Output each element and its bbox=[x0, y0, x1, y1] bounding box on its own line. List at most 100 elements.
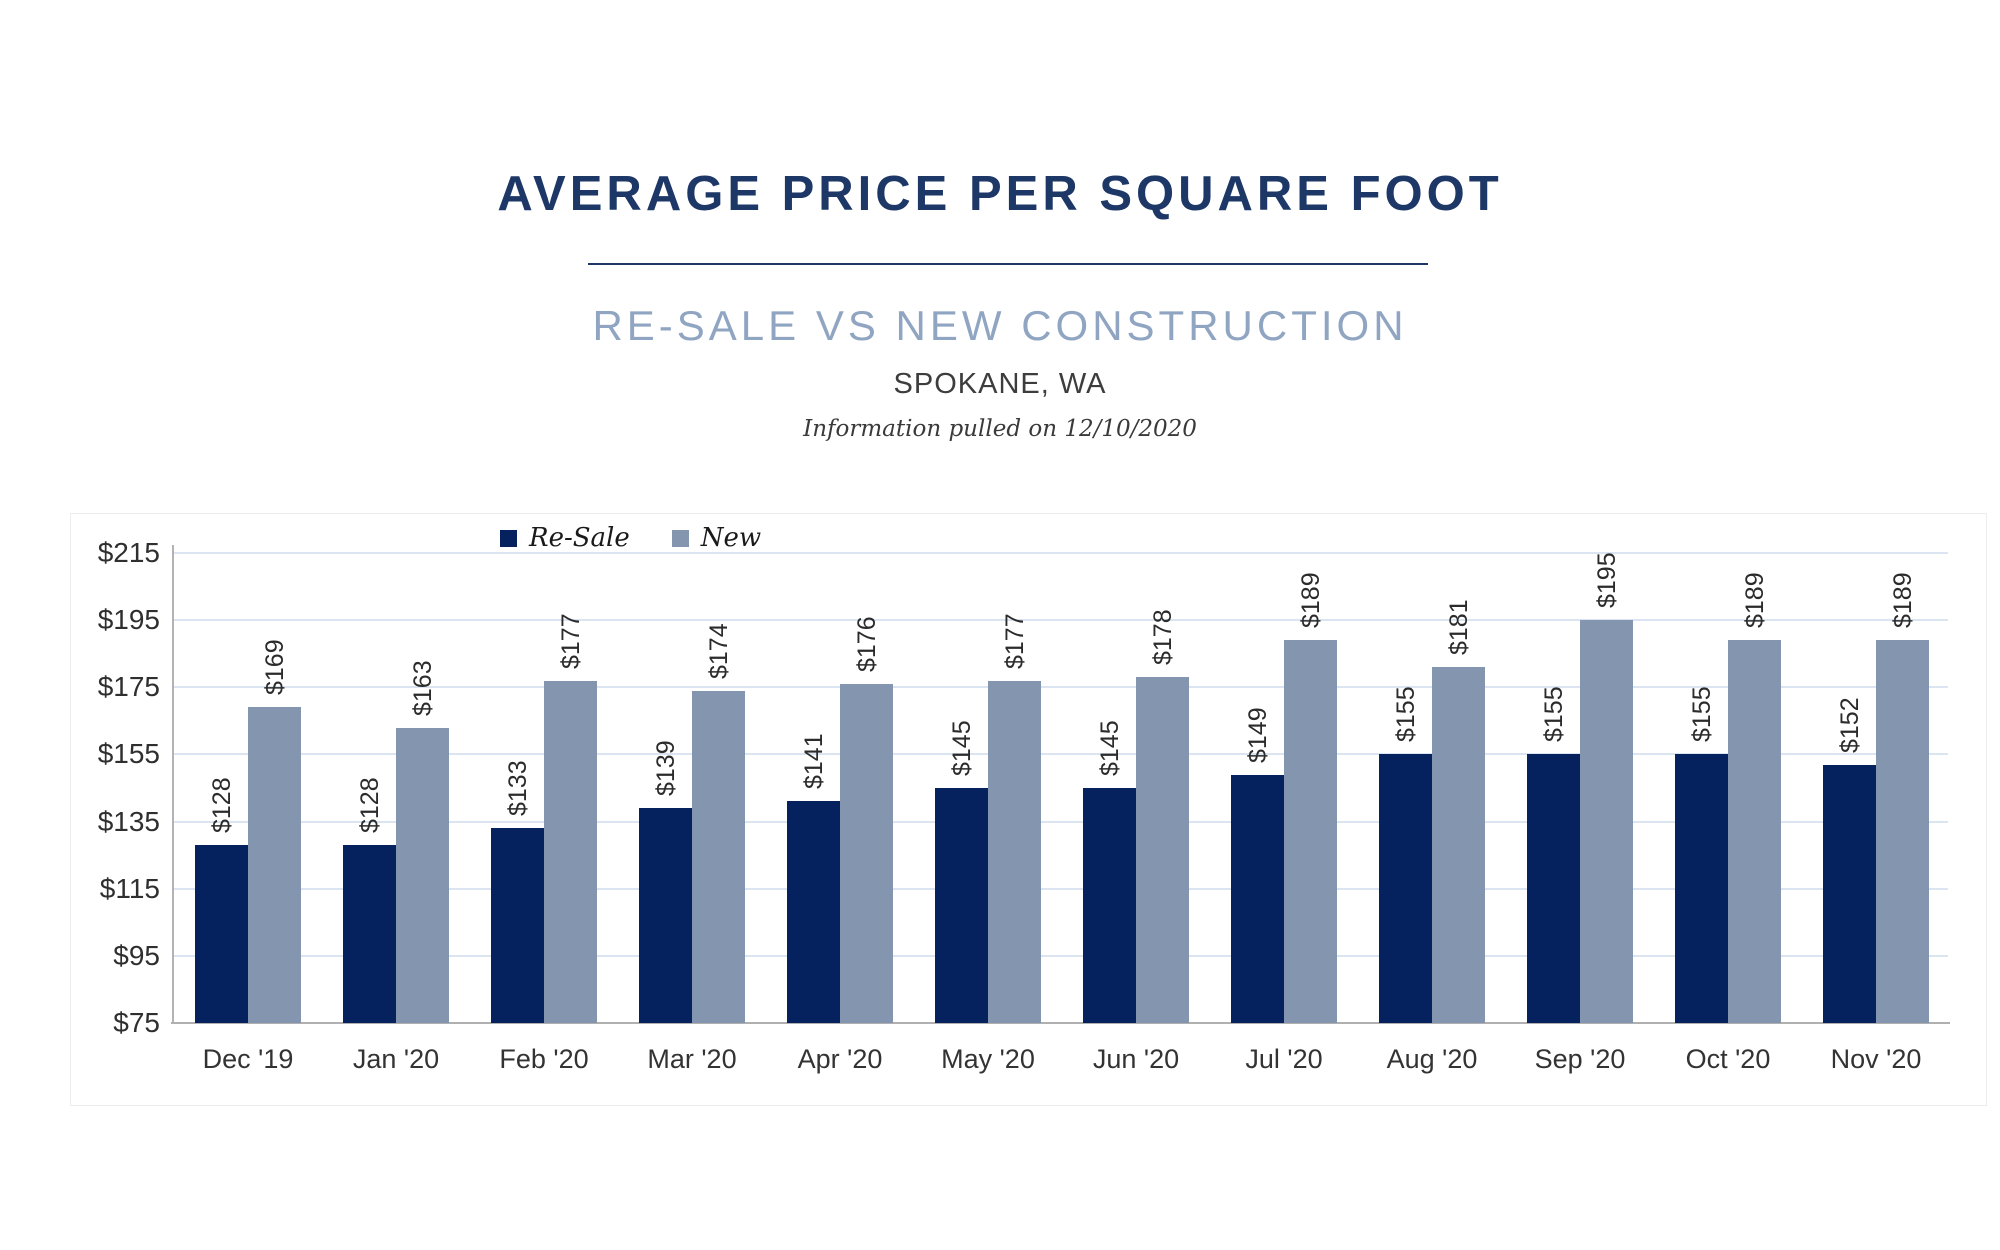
bar-value-text: $145 bbox=[1095, 720, 1124, 776]
chart-legend: Re-Sale New bbox=[500, 524, 761, 552]
bar-value-text: $128 bbox=[207, 777, 236, 834]
bar-value-label: $189 bbox=[1740, 573, 1770, 629]
legend-item-new: New bbox=[671, 523, 762, 553]
bar-value-text: $195 bbox=[1592, 552, 1621, 609]
bar-re-sale bbox=[1379, 754, 1432, 1023]
bar-re-sale bbox=[1527, 754, 1580, 1023]
bar-value-text: $141 bbox=[799, 733, 828, 790]
bar-value-text: $189 bbox=[1740, 572, 1769, 629]
y-axis-tick-label: $115 bbox=[99, 872, 160, 904]
bar-value-label: $177 bbox=[1000, 613, 1030, 669]
bar-value-text: $152 bbox=[1835, 696, 1864, 753]
legend-label: Re-Sale bbox=[529, 523, 630, 553]
bar-value-label: $169 bbox=[260, 640, 290, 696]
bar-new bbox=[1284, 640, 1337, 1023]
bar-value-label: $178 bbox=[1148, 610, 1178, 666]
x-axis-category-label: Dec '19 bbox=[202, 1044, 294, 1074]
x-axis-category-label: Jun '20 bbox=[1092, 1044, 1180, 1074]
bar-value-label: $155 bbox=[1687, 687, 1717, 743]
bar-re-sale bbox=[639, 808, 692, 1023]
bar-value-text: $155 bbox=[1539, 686, 1568, 743]
bar-value-text: $149 bbox=[1243, 706, 1272, 763]
y-axis-line bbox=[172, 545, 174, 1023]
bar-re-sale bbox=[491, 828, 544, 1023]
title-divider bbox=[588, 263, 1428, 265]
x-axis-line bbox=[171, 1022, 1950, 1024]
bar-value-label: $195 bbox=[1592, 553, 1622, 609]
grid-line bbox=[173, 552, 1948, 554]
bar-value-text: $189 bbox=[1296, 572, 1325, 629]
bar-value-label: $128 bbox=[207, 777, 237, 833]
bar-re-sale bbox=[343, 845, 396, 1023]
bar-value-label: $181 bbox=[1444, 600, 1474, 656]
bar-re-sale bbox=[195, 845, 248, 1023]
page-subtitle: RE-SALE VS NEW CONSTRUCTION bbox=[592, 302, 1408, 349]
bar-new bbox=[396, 727, 449, 1023]
bar-value-text: $177 bbox=[556, 612, 585, 669]
bar-new bbox=[1432, 667, 1485, 1023]
bar-new bbox=[988, 680, 1041, 1023]
bar-new bbox=[1728, 640, 1781, 1023]
bar-re-sale bbox=[1231, 774, 1284, 1023]
bar-value-label: $177 bbox=[556, 613, 586, 669]
legend-swatch-icon bbox=[671, 529, 689, 547]
y-axis-tick-label: $155 bbox=[97, 738, 160, 770]
x-axis-category-label: Jan '20 bbox=[352, 1044, 440, 1074]
grid-line bbox=[173, 686, 1948, 689]
bar-re-sale bbox=[1675, 754, 1728, 1023]
bar-value-label: $139 bbox=[651, 741, 681, 797]
bar-value-text: $133 bbox=[503, 760, 532, 817]
bar-value-label: $141 bbox=[799, 734, 829, 790]
y-axis-tick-label: $215 bbox=[97, 537, 160, 568]
bar-value-text: $169 bbox=[260, 639, 289, 696]
bar-new bbox=[840, 683, 893, 1023]
bar-re-sale bbox=[787, 801, 840, 1023]
page-title: AVERAGE PRICE PER SQUARE FOOT bbox=[497, 167, 1503, 221]
bar-value-label: $155 bbox=[1539, 687, 1569, 743]
bar-value-text: $128 bbox=[355, 777, 384, 834]
bar-value-text: $174 bbox=[704, 623, 733, 679]
x-axis-category-label: Mar '20 bbox=[647, 1044, 737, 1074]
bar-value-text: $189 bbox=[1888, 572, 1917, 629]
bar-value-text: $163 bbox=[408, 659, 437, 716]
bar-value-text: $155 bbox=[1687, 686, 1716, 743]
bar-new bbox=[1876, 640, 1929, 1023]
bar-value-label: $149 bbox=[1243, 707, 1273, 763]
legend-swatch-icon bbox=[500, 529, 517, 547]
bar-value-label: $176 bbox=[852, 616, 882, 672]
y-axis-tick-label: $175 bbox=[97, 671, 160, 703]
legend-item-re-sale: Re-Sale bbox=[500, 524, 630, 552]
x-axis-category-label: Oct '20 bbox=[1685, 1044, 1771, 1074]
bar-value-text: $181 bbox=[1444, 599, 1473, 656]
bar-re-sale bbox=[935, 788, 988, 1023]
grid-line bbox=[173, 753, 1948, 756]
bar-value-text: $155 bbox=[1391, 686, 1420, 743]
bar-re-sale bbox=[1083, 788, 1136, 1023]
bar-value-text: $178 bbox=[1148, 609, 1177, 666]
bar-new bbox=[544, 680, 597, 1023]
location-label: SPOKANE, WA bbox=[893, 368, 1107, 400]
y-axis-tick-label: $135 bbox=[97, 805, 160, 837]
bar-value-label: $128 bbox=[355, 777, 385, 833]
x-axis-category-label: May '20 bbox=[941, 1044, 1035, 1074]
bar-value-label: $145 bbox=[947, 720, 977, 776]
y-axis-tick-label: $75 bbox=[113, 1007, 160, 1038]
y-axis-tick-label: $95 bbox=[113, 939, 160, 971]
bar-value-label: $189 bbox=[1888, 573, 1918, 629]
bar-value-label: $152 bbox=[1835, 697, 1865, 753]
bar-new bbox=[1580, 620, 1633, 1023]
grid-line bbox=[173, 887, 1948, 890]
x-axis-category-label: Apr '20 bbox=[797, 1044, 883, 1074]
legend-label: New bbox=[700, 523, 762, 553]
x-axis-category-label: Sep '20 bbox=[1534, 1044, 1626, 1074]
x-axis-category-label: Nov '20 bbox=[1830, 1044, 1922, 1074]
bar-new bbox=[1136, 677, 1189, 1023]
y-axis-tick-label: $195 bbox=[97, 604, 160, 636]
grid-line bbox=[173, 954, 1948, 957]
bar-value-label: $174 bbox=[704, 623, 734, 679]
grid-line bbox=[173, 619, 1948, 622]
bar-value-label: $155 bbox=[1391, 687, 1421, 743]
bar-value-text: $176 bbox=[852, 616, 881, 672]
bar-value-text: $177 bbox=[1000, 612, 1029, 669]
